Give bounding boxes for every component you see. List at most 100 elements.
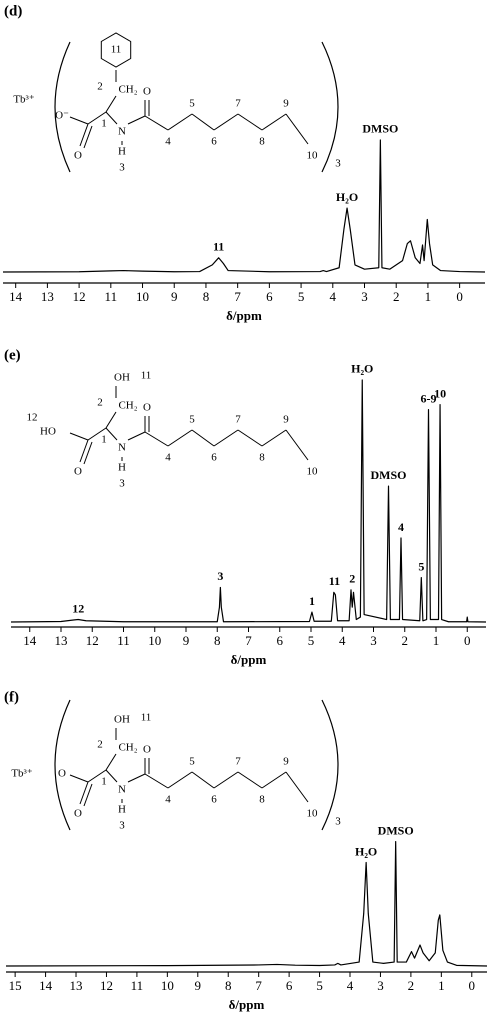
x-tick-label: 1 (425, 289, 432, 304)
bond (127, 431, 146, 441)
structure-label: CH₂ (118, 84, 137, 96)
structure-label: O (58, 768, 66, 780)
bond (79, 439, 89, 463)
structure-label: 6 (211, 794, 217, 806)
structure-label: O (74, 150, 82, 162)
peak-label: 12 (72, 601, 84, 615)
bond (167, 429, 193, 447)
structure-label: O (143, 402, 151, 414)
structure-label: HO (40, 426, 56, 438)
structure-label: 7 (235, 98, 241, 110)
x-tick-label: 4 (347, 978, 354, 993)
bond (79, 781, 89, 805)
structure-label: N (118, 442, 126, 454)
structure-label: 9 (283, 414, 289, 426)
structure-label: O⁻ (55, 110, 69, 122)
x-tick-label: 1 (433, 633, 440, 648)
bond (285, 429, 309, 461)
x-tick-label: 5 (316, 978, 323, 993)
bond (87, 427, 107, 441)
structure-label: 8 (259, 452, 265, 464)
bond (83, 125, 93, 149)
spectrum-line (5, 840, 488, 967)
bond (167, 113, 193, 131)
x-tick-label: 10 (148, 633, 161, 648)
peak-label: 11 (329, 574, 340, 588)
structure-label: 1 (101, 434, 107, 446)
structure-label: 12 (27, 412, 38, 424)
structure-label: 11 (141, 370, 152, 382)
x-tick-label: 2 (408, 978, 415, 993)
structure-label: O (143, 86, 151, 98)
bond (144, 773, 169, 789)
x-axis-label: δ/ppm (229, 997, 265, 1012)
x-tick-label: 14 (9, 289, 23, 304)
x-tick-label: 5 (298, 289, 305, 304)
peak-label: H₂O (336, 190, 358, 204)
peak-label: 1 (309, 594, 315, 608)
bond (79, 123, 89, 147)
structure-label: 2 (97, 397, 103, 409)
structure-label: 3 (119, 162, 125, 174)
spectrum-line (10, 379, 487, 623)
bond (285, 113, 309, 145)
structure-label: O (74, 808, 82, 820)
bond (213, 429, 239, 447)
structure-label: 3 (335, 816, 341, 828)
structure-label: H (118, 462, 126, 474)
x-tick-label: 3 (361, 289, 368, 304)
x-tick-label: 11 (131, 978, 144, 993)
x-tick-label: 8 (203, 289, 210, 304)
bond (261, 429, 287, 447)
x-tick-label: 12 (86, 633, 99, 648)
structure-label: 11 (141, 712, 152, 724)
x-tick-label: 14 (39, 978, 53, 993)
structure-label: 3 (335, 158, 341, 170)
peak-label: 11 (213, 240, 224, 254)
x-tick-label: 0 (456, 289, 463, 304)
x-tick-label: 10 (161, 978, 174, 993)
x-tick-label: 7 (234, 289, 241, 304)
structure-label: 5 (189, 414, 195, 426)
left-bracket (54, 699, 71, 831)
x-tick-label: 9 (195, 978, 202, 993)
bond (237, 771, 263, 789)
bond (144, 115, 169, 131)
bond (87, 111, 107, 125)
structure-label: O (74, 466, 82, 478)
bond (83, 441, 93, 465)
x-tick-label: 3 (370, 633, 377, 648)
bond (144, 431, 169, 447)
structure-label: CH₂ (118, 400, 137, 412)
bond (127, 115, 146, 125)
x-tick-label: 13 (41, 289, 54, 304)
x-tick-label: 0 (464, 633, 471, 648)
x-tick-label: 2 (393, 289, 400, 304)
structure-label: 5 (189, 756, 195, 768)
structure-label: OH (114, 372, 130, 384)
bond (83, 783, 93, 807)
structure-label: O (143, 744, 151, 756)
x-tick-label: 1 (438, 978, 445, 993)
structure-label: CH₂ (118, 742, 137, 754)
structure-label: 1 (101, 118, 107, 130)
peak-label: 2 (349, 572, 355, 586)
x-tick-label: 12 (73, 289, 86, 304)
structure-label: 2 (97, 81, 103, 93)
x-tick-label: 0 (469, 978, 476, 993)
right-bracket (321, 41, 339, 173)
peak-label: 3 (217, 569, 223, 583)
x-tick-label: 2 (402, 633, 409, 648)
x-tick-label: 4 (339, 633, 346, 648)
structure-label: H (118, 804, 126, 816)
x-tick-label: 10 (136, 289, 149, 304)
bond (105, 411, 117, 429)
bond (105, 753, 117, 771)
bond (105, 427, 118, 441)
bond (105, 769, 118, 783)
spectrum-line (2, 139, 486, 273)
structure-label: 10 (307, 466, 319, 478)
structure-label: 8 (259, 794, 265, 806)
peak-label: 4 (398, 520, 404, 534)
x-tick-label: 4 (330, 289, 337, 304)
